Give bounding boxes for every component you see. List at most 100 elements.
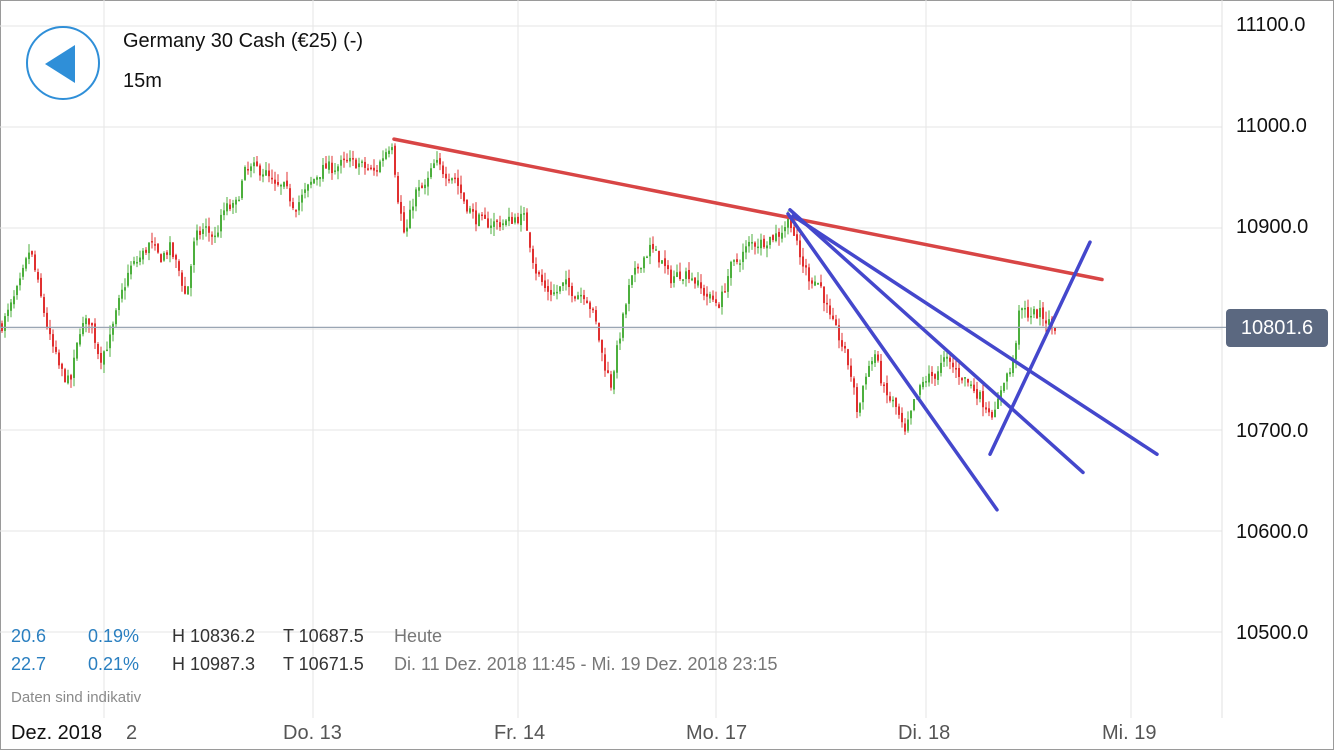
candle-body (790, 218, 792, 228)
candle-body (61, 363, 63, 369)
candle-body (376, 170, 378, 172)
candle-body (406, 227, 408, 232)
candle-body (844, 346, 846, 349)
candle-body (370, 167, 372, 170)
candle-body (799, 240, 801, 258)
candle-body (253, 162, 255, 167)
candle-body (928, 373, 930, 383)
candle-body (601, 339, 603, 353)
candle-body (121, 289, 123, 299)
candle-body (736, 259, 738, 262)
candle-body (622, 313, 624, 338)
candle-body (610, 374, 612, 388)
candle-body (1036, 309, 1038, 319)
candle-body (907, 419, 909, 431)
candle-body (337, 166, 339, 172)
candle-body (151, 241, 153, 243)
candle-body (709, 294, 711, 299)
candle-body (127, 272, 129, 286)
candle-body (781, 232, 783, 239)
candle-body (1012, 358, 1014, 374)
candle-body (862, 386, 864, 403)
candle-body (466, 200, 468, 212)
candle-body (505, 220, 507, 225)
x-axis-label: Fr. 14 (494, 722, 546, 744)
candle-body (535, 263, 537, 274)
candle-body (742, 251, 744, 263)
today-low: T 10687.5 (283, 626, 364, 646)
candle-body (481, 214, 483, 217)
candle-body (520, 213, 522, 226)
candle-body (274, 179, 276, 184)
candle-body (250, 166, 252, 171)
candle-body (775, 233, 777, 241)
timeframe-label[interactable]: 15m (123, 70, 162, 92)
candle-body (112, 323, 114, 335)
candle-body (58, 352, 60, 366)
candle-body (691, 278, 693, 281)
back-button[interactable] (26, 26, 100, 100)
candle-body (421, 185, 423, 189)
candle-body (943, 357, 945, 362)
y-tick-label: 11100.0 (1236, 14, 1306, 36)
candle-body (853, 378, 855, 388)
candle-body (652, 243, 654, 250)
candle-body (559, 286, 561, 292)
candle-body (388, 150, 390, 154)
candle-body (970, 384, 972, 386)
candle-body (934, 374, 936, 379)
candle-body (76, 342, 78, 359)
candle-body (1009, 372, 1011, 375)
candle-body (265, 170, 267, 176)
candle-body (313, 179, 315, 184)
candle-body (661, 260, 663, 264)
candle-body (487, 218, 489, 228)
candle-body (145, 249, 147, 253)
y-tick-label: 10600.0 (1236, 521, 1309, 543)
back-arrow-icon (45, 45, 75, 83)
candle-body (196, 230, 198, 241)
candle-body (808, 267, 810, 282)
candle-body (835, 319, 837, 326)
candle-body (982, 391, 984, 408)
candle-body (418, 187, 420, 191)
candle-body (403, 212, 405, 233)
candle-body (316, 177, 318, 180)
candle-body (142, 250, 144, 260)
resistance-line (392, 137, 1104, 282)
candle-body (1039, 308, 1041, 318)
candle-body (343, 158, 345, 161)
candle-body (298, 202, 300, 211)
candle-body (817, 283, 819, 285)
candle-body (700, 282, 702, 289)
candle-body (994, 409, 996, 418)
candle-body (640, 267, 642, 270)
candle-body (1048, 319, 1050, 325)
candle-body (793, 227, 795, 236)
candle-body (448, 179, 450, 181)
candle-body (1021, 308, 1023, 311)
candle-body (292, 202, 294, 209)
candle-body (841, 340, 843, 347)
candle-body (682, 279, 684, 281)
candle-body (847, 349, 849, 366)
period-range-label: Di. 11 Dez. 2018 11:45 - Mi. 19 Dez. 201… (394, 654, 778, 674)
candle-body (874, 354, 876, 363)
candle-body (637, 266, 639, 269)
candle-body (262, 174, 264, 177)
period-change-pct: 0.21% (88, 654, 140, 674)
candle-body (229, 204, 231, 210)
candle-body (232, 202, 234, 208)
candle-body (829, 305, 831, 315)
candle-body (88, 318, 90, 325)
candle-body (433, 163, 435, 168)
candle-body (997, 398, 999, 409)
candle-body (1027, 307, 1029, 318)
candle-body (838, 325, 840, 341)
candle-body (550, 289, 552, 295)
candle-body (325, 163, 327, 169)
candle-body (202, 229, 204, 234)
candle-body (511, 216, 513, 224)
candle-body (913, 399, 915, 411)
